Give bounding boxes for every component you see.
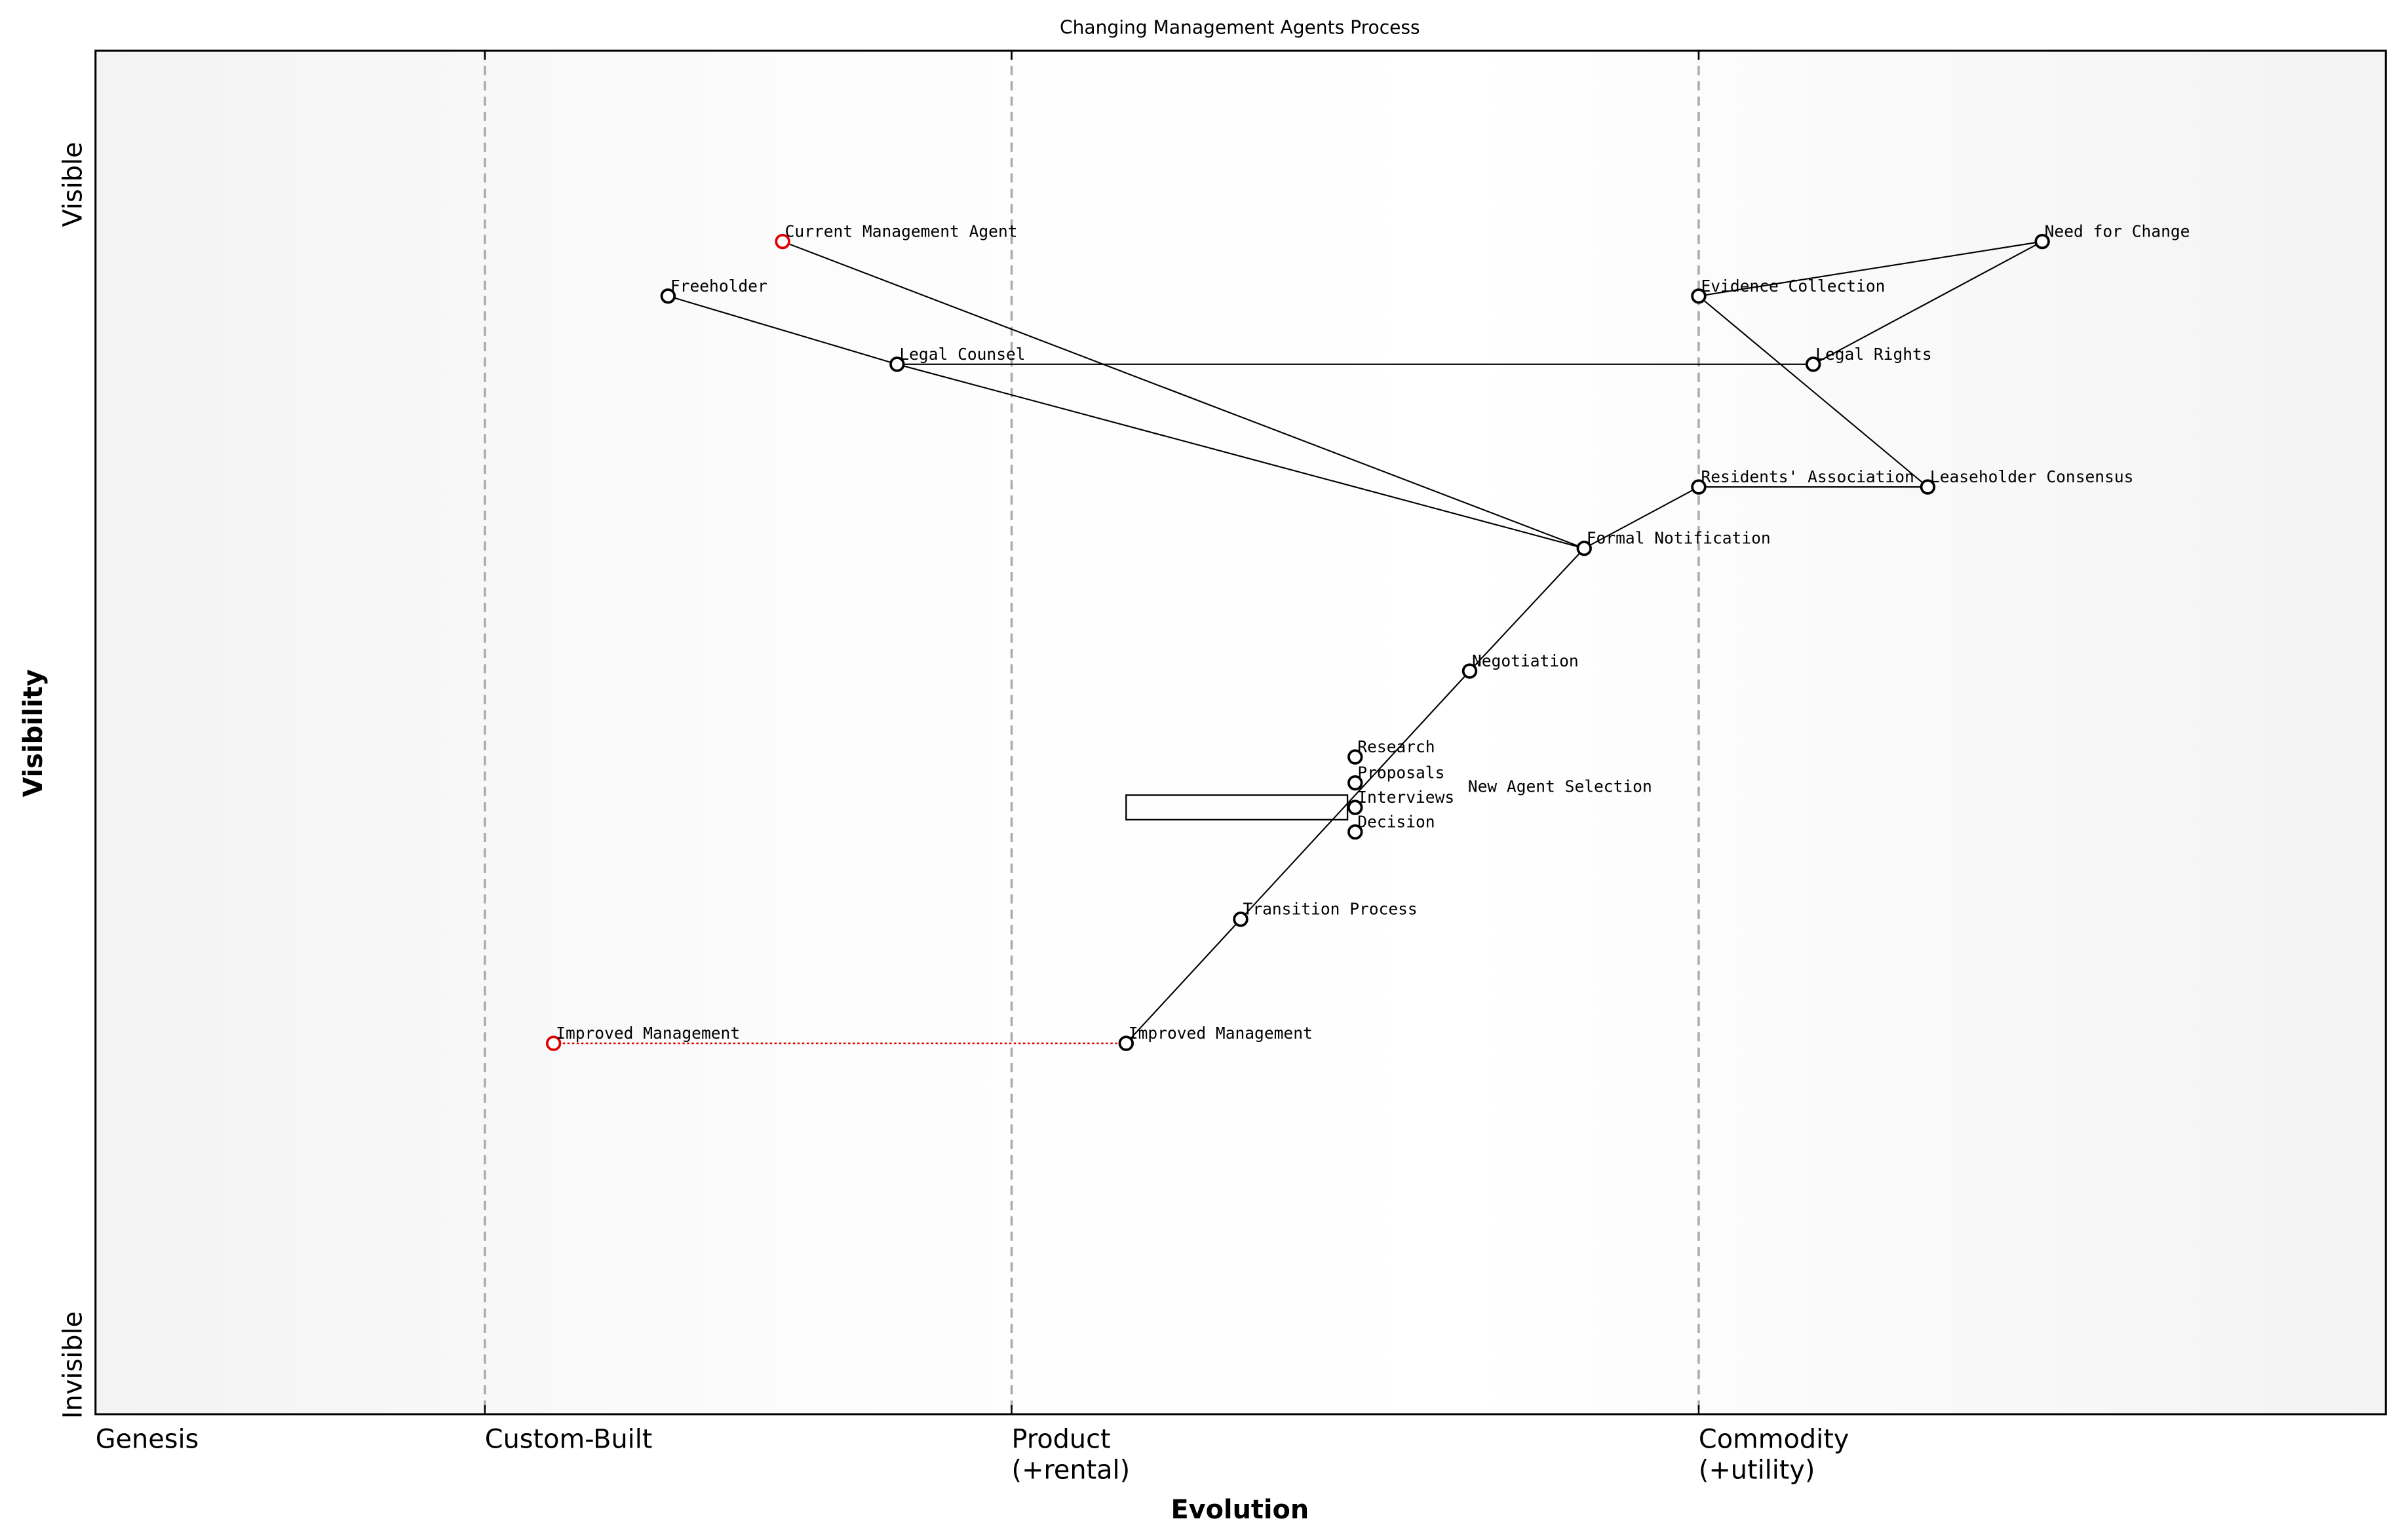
component-node[interactable]: Improved Management (545, 1024, 740, 1051)
stage-label: (+utility) (1699, 1455, 1815, 1485)
component-label: Proposals (1357, 763, 1444, 782)
dependency-link (1698, 241, 2043, 297)
component-label: Decision (1357, 813, 1435, 832)
component-marker[interactable] (1691, 288, 1707, 304)
component-marker[interactable] (775, 233, 790, 250)
component-node[interactable]: Research (1347, 737, 1435, 765)
component-node[interactable]: Transition Process (1233, 900, 1418, 927)
component-marker[interactable] (1347, 824, 1363, 840)
dependency-link (668, 295, 898, 365)
component-node[interactable]: Negotiation (1461, 651, 1579, 679)
y-axis-label: Visibility (18, 669, 48, 797)
component-node[interactable]: New Agent Selection (1468, 777, 1652, 796)
stage-label: (+rental) (1012, 1455, 1131, 1485)
component-marker[interactable] (1347, 799, 1363, 815)
dependency-link (1469, 548, 1585, 672)
component-node[interactable]: Need for Change (2034, 222, 2190, 250)
component-node[interactable]: Current Management Agent (775, 222, 1018, 250)
dependency-link (1354, 670, 1471, 796)
component-node[interactable]: Proposals (1347, 763, 1444, 791)
stage-label: Product (1012, 1425, 1111, 1455)
component-label: Current Management Agent (785, 222, 1018, 241)
y-axis-bottom-label: Invisible (58, 1311, 88, 1419)
x-axis-label: Evolution (1171, 1495, 1309, 1525)
stage-label: Custom-Built (485, 1425, 653, 1455)
component-label: Improved Management (1129, 1024, 1313, 1043)
dependency-link (1813, 241, 2043, 365)
component-marker[interactable] (1347, 775, 1363, 791)
component-marker[interactable] (1805, 356, 1821, 372)
component-marker[interactable] (1461, 663, 1478, 679)
component-label: Need for Change (2045, 222, 2190, 241)
component-node[interactable]: Evidence Collection (1691, 277, 1885, 304)
dependency-link (1583, 486, 1699, 549)
component-label: Negotiation (1472, 651, 1579, 670)
component-label: Legal Rights (1815, 345, 1931, 364)
component-marker[interactable] (1576, 541, 1592, 556)
component-label: Residents' Association (1701, 467, 1914, 486)
plot-background (95, 50, 2386, 1415)
component-node[interactable]: Legal Rights (1805, 345, 1932, 372)
component-label: Research (1357, 737, 1435, 756)
stage-label: Commodity (1699, 1425, 1849, 1455)
dependency-link (1125, 919, 1241, 1044)
component-label: Transition Process (1243, 900, 1418, 919)
component-label: Freeholder (670, 277, 767, 296)
component-node[interactable]: Legal Counsel (889, 345, 1026, 372)
plot-frame (94, 49, 2387, 1415)
component-node[interactable]: Decision (1347, 813, 1435, 840)
component-node[interactable]: Freeholder (660, 277, 767, 304)
pipeline-box (1125, 794, 1349, 820)
component-label: Formal Notification (1587, 529, 1771, 548)
component-marker[interactable] (2034, 233, 2050, 250)
stage-label: Genesis (96, 1425, 199, 1455)
component-node[interactable]: Improved Management (1118, 1024, 1313, 1051)
component-marker[interactable] (1347, 749, 1363, 765)
component-marker[interactable] (889, 356, 905, 372)
component-node[interactable]: Interviews (1347, 788, 1454, 815)
component-node[interactable]: Leaseholder Consensus (1920, 467, 2134, 495)
component-marker[interactable] (1118, 1035, 1134, 1051)
component-marker[interactable] (1920, 479, 1936, 495)
dependency-link (1698, 295, 1929, 488)
component-node[interactable]: Formal Notification (1576, 529, 1771, 556)
component-label: Legal Counsel (899, 345, 1025, 364)
chart-title: Changing Management Agents Process (1060, 16, 1420, 38)
component-label: New Agent Selection (1468, 777, 1652, 796)
component-marker[interactable] (1691, 479, 1707, 495)
component-label: Leaseholder Consensus (1930, 467, 2134, 486)
component-node[interactable]: Residents' Association (1691, 467, 1914, 495)
component-label: Interviews (1357, 788, 1454, 807)
component-label: Evidence Collection (1701, 277, 1885, 296)
component-marker[interactable] (1233, 912, 1248, 927)
component-marker[interactable] (545, 1035, 562, 1051)
dependency-link (782, 241, 1585, 549)
y-axis-top-label: Visible (58, 142, 88, 227)
dependency-link (897, 363, 1585, 549)
component-marker[interactable] (660, 288, 676, 304)
dependency-link (1240, 794, 1356, 920)
component-label: Improved Management (556, 1024, 740, 1043)
